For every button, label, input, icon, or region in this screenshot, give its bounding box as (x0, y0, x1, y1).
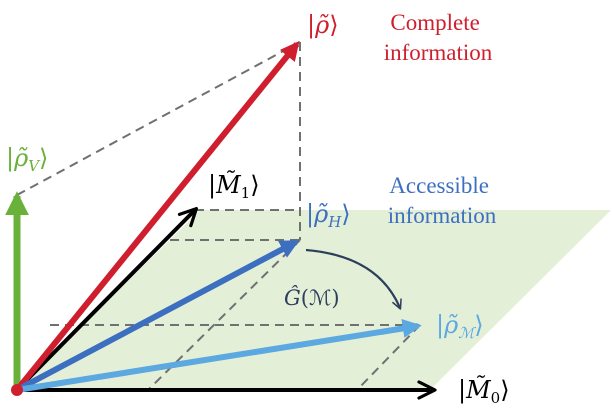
measured-state-vector (16, 318, 422, 393)
g-map-arrow (305, 248, 402, 310)
caption-accessible: Accessible information (388, 173, 497, 228)
label-rho: |ρ̃⟩ (307, 11, 339, 40)
projection-dashes (16, 41, 421, 391)
label-m0: |M̃0⟩ (458, 376, 510, 407)
label-rho-v: |ρ̃V⟩ (6, 144, 48, 175)
origin-point (11, 384, 23, 396)
horizontal-projection-vector (15, 239, 300, 393)
label-g-map: Ĝ(ℳ) (284, 285, 340, 310)
caption-complete-line2: information (384, 40, 493, 65)
complete-state-vector (14, 41, 300, 392)
caption-complete: Complete information (384, 10, 493, 65)
basis-vector-m1 (15, 206, 199, 392)
caption-accessible-line2: information (388, 203, 497, 228)
caption-complete-line1: Complete (390, 10, 479, 35)
label-rho-m: |ρ̃ℳ⟩ (436, 311, 484, 342)
label-rho-h: |ρ̃H⟩ (306, 200, 351, 231)
accessible-plane (17, 210, 611, 390)
label-m1: |M̃1⟩ (208, 171, 260, 202)
caption-accessible-line1: Accessible (389, 173, 489, 198)
